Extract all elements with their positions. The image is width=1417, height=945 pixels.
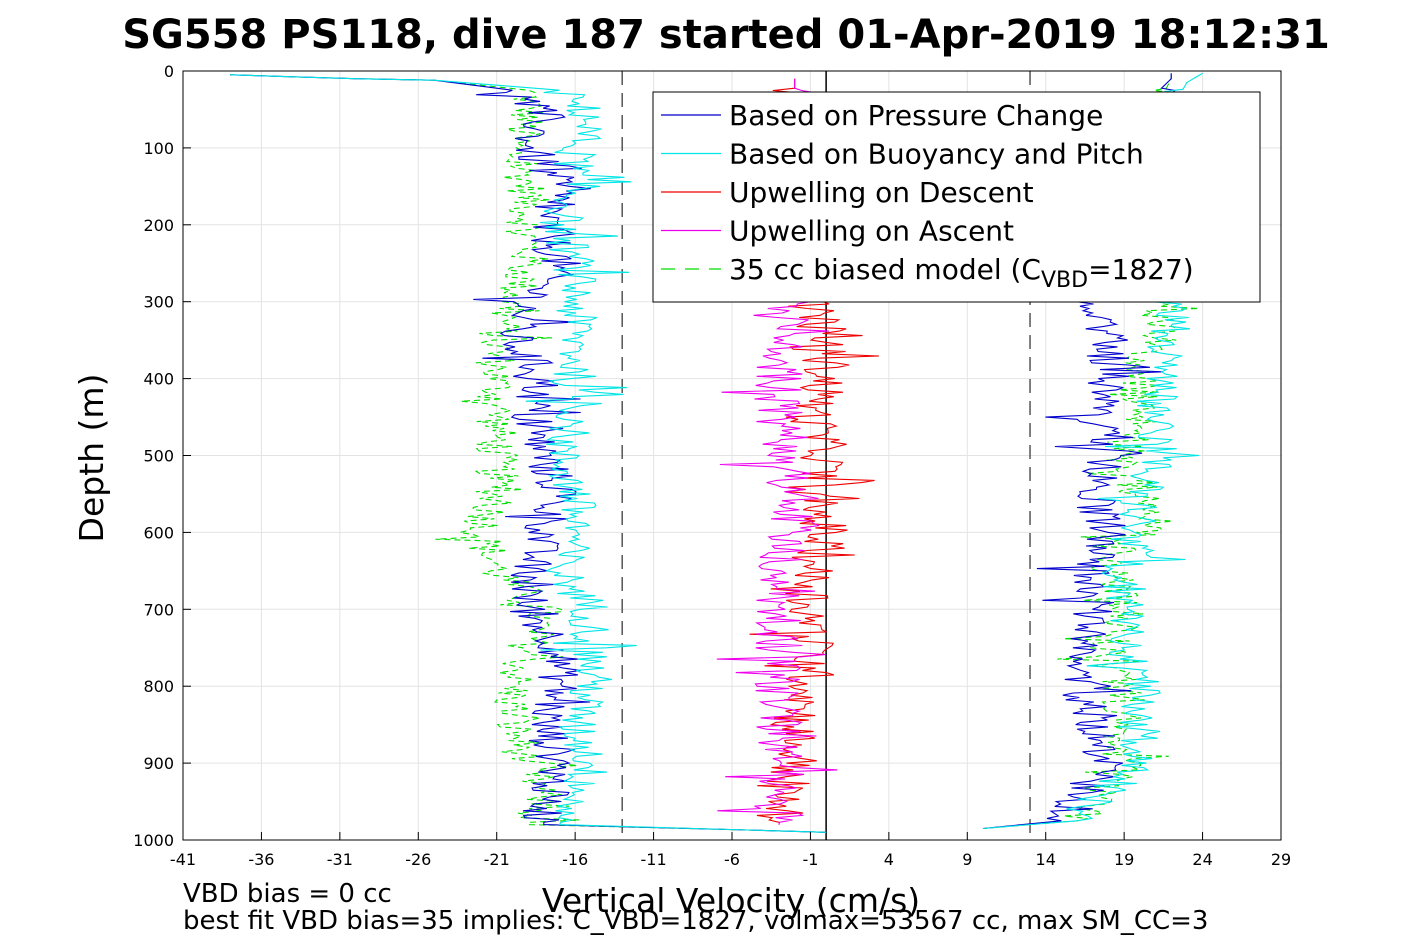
x-tick-label: -36 — [248, 850, 274, 869]
x-tick-label: 9 — [962, 850, 972, 869]
y-tick-label: 300 — [143, 293, 174, 312]
x-tick-label: -41 — [170, 850, 196, 869]
x-tick-label: -6 — [724, 850, 740, 869]
x-tick-label: -26 — [405, 850, 431, 869]
best-fit-note: best fit VBD bias=35 implies: C_VBD=1827… — [183, 906, 1208, 936]
legend-label: Upwelling on Ascent — [729, 215, 1014, 248]
y-tick-label: 700 — [143, 600, 174, 619]
y-tick-label: 200 — [143, 216, 174, 235]
x-tick-label: 24 — [1192, 850, 1212, 869]
legend-box — [652, 91, 1261, 303]
legend-label: Based on Buoyancy and Pitch — [729, 138, 1144, 171]
y-tick-label: 500 — [143, 447, 174, 466]
x-tick-label: -21 — [484, 850, 510, 869]
series-line — [230, 74, 827, 833]
x-tick-label: -11 — [641, 850, 667, 869]
y-tick-label: 0 — [164, 62, 174, 81]
legend-label-text: Based on Buoyancy and Pitch — [729, 138, 1144, 171]
y-tick-label: 1000 — [133, 831, 174, 850]
series-line — [230, 74, 827, 833]
x-tick-label: 29 — [1271, 850, 1291, 869]
legend: Based on Pressure Change Based on Buoyanc… — [652, 91, 1261, 303]
y-tick-label: 100 — [143, 139, 174, 158]
x-tick-label: 19 — [1114, 850, 1134, 869]
chart-title: SG558 PS118, dive 187 started 01-Apr-201… — [122, 12, 1330, 58]
legend-label-text: Based on Pressure Change — [729, 99, 1103, 132]
ticks: -41 -36 -31 -26 -21 -16 -11 -6 -1 4 9 14 19 24 29 0 100 2… — [133, 62, 1291, 869]
y-tick-label: 900 — [143, 754, 174, 773]
x-axis-label: Vertical Velocity (cm/s) — [542, 881, 920, 920]
x-tick-label: 4 — [884, 850, 894, 869]
x-tick-label: -16 — [562, 850, 588, 869]
legend-label-text: Upwelling on Ascent — [729, 215, 1014, 248]
y-tick-label: 400 — [143, 370, 174, 389]
y-tick-label: 600 — [143, 523, 174, 542]
x-tick-label: -1 — [802, 850, 818, 869]
legend-label-text: Upwelling on Descent — [729, 176, 1034, 209]
legend-label: 35 cc biased model (CVBD=1827) — [729, 253, 1194, 293]
legend-label: Based on Pressure Change — [729, 99, 1103, 132]
x-tick-label: 14 — [1036, 850, 1056, 869]
legend-label-text: 35 cc biased model (C — [729, 253, 1041, 286]
legend-label-tail: =1827) — [1088, 253, 1194, 286]
y-tick-label: 800 — [143, 677, 174, 696]
x-tick-label: -31 — [327, 850, 353, 869]
legend-label: Upwelling on Descent — [729, 176, 1034, 209]
legend-label-subscript: VBD — [1041, 268, 1088, 293]
y-axis-label: Depth (m) — [72, 374, 111, 543]
vbd-bias-note: VBD bias = 0 cc — [183, 879, 392, 909]
